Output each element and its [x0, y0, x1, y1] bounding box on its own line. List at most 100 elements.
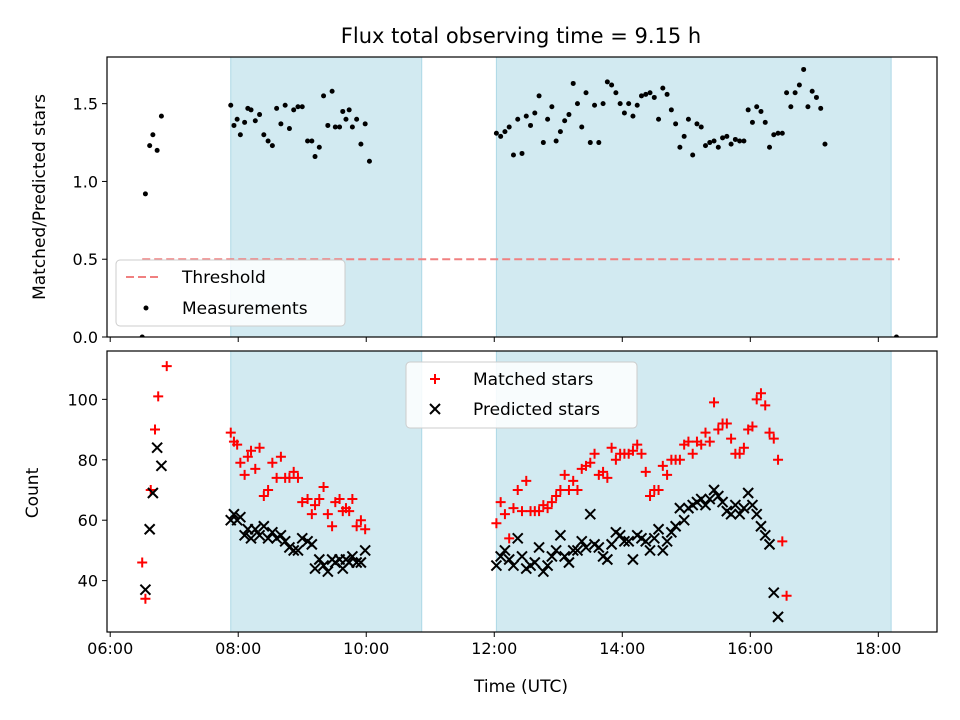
matched-star-point	[235, 457, 246, 468]
predicted-star-point	[296, 532, 308, 545]
predicted-star-point	[622, 535, 635, 548]
measurement-point	[660, 85, 666, 91]
matched-star-point	[327, 521, 338, 532]
x-tick-label: 10:00	[343, 639, 389, 658]
legend-matched-swatch	[430, 374, 440, 384]
predicted-star-point	[759, 529, 771, 542]
predicted-star-point	[648, 532, 660, 545]
matched-star-point	[254, 442, 265, 453]
y-tick-label: 0.0	[73, 328, 98, 347]
measurement-point	[801, 66, 807, 72]
predicted-star-point	[738, 502, 750, 514]
predicted-star-point	[729, 499, 742, 511]
top-y-axis-label: Matched/Predicted stars	[30, 94, 50, 300]
measurement-point	[745, 107, 751, 113]
predicted-star-point	[309, 562, 321, 575]
measurement-point	[728, 141, 734, 147]
x-tick-label: 14:00	[599, 639, 645, 658]
predicted-star-point	[355, 556, 367, 569]
predicted-star-point	[661, 535, 673, 548]
matched-star-point	[334, 494, 345, 505]
measurement-point	[316, 144, 322, 150]
predicted-star-point	[704, 493, 716, 505]
predicted-star-point	[669, 520, 682, 532]
matched-star-point	[306, 509, 317, 520]
matched-star-point	[258, 491, 269, 502]
predicted-star-point	[258, 520, 270, 532]
measurement-point	[788, 104, 794, 110]
measurement-point	[502, 129, 508, 135]
measurement-point	[784, 90, 790, 96]
measurement-point	[600, 101, 606, 107]
matched-star-point	[563, 484, 574, 495]
measurement-point	[596, 140, 602, 146]
measurement-point	[528, 122, 534, 128]
measurement-point	[354, 116, 360, 122]
measurement-point	[792, 90, 798, 96]
matched-star-point	[508, 503, 519, 514]
measurement-point	[732, 136, 738, 142]
measurement-point	[822, 141, 828, 147]
predicted-star-point	[147, 487, 159, 499]
measurement-point	[711, 138, 717, 144]
predicted-star-point	[593, 541, 605, 554]
predicted-star-point	[742, 487, 754, 499]
predicted-star-point	[665, 526, 678, 538]
predicted-star-point	[601, 553, 614, 566]
predicted-star-point	[359, 544, 371, 557]
legend-predicted-swatch	[429, 403, 441, 415]
measurement-point	[609, 82, 615, 88]
matched-star-point	[773, 454, 784, 465]
measurement-point	[343, 116, 349, 122]
matched-star-point	[161, 361, 172, 372]
matched-star-point	[572, 484, 583, 495]
matched-star-point	[284, 472, 295, 483]
measurement-point	[715, 144, 721, 150]
measurement-point	[557, 129, 563, 135]
matched-star-point	[751, 394, 762, 405]
measurement-point	[818, 105, 824, 111]
measurement-point	[583, 90, 589, 96]
predicted-star-point	[507, 559, 520, 572]
matched-star-point	[267, 457, 278, 468]
matched-star-point	[275, 451, 286, 462]
predicted-star-point	[763, 538, 776, 551]
axes-frame	[106, 350, 938, 633]
matched-star-point	[768, 433, 779, 444]
matched-star-point	[721, 418, 732, 429]
measurement-point	[553, 138, 559, 144]
matched-star-point	[551, 491, 562, 502]
measurement-point	[647, 90, 653, 96]
matched-star-point	[322, 509, 333, 520]
matched-star-point	[302, 494, 313, 505]
measurement-point	[779, 130, 785, 136]
matched-star-point	[263, 484, 274, 495]
x-tick-label: 18:00	[855, 639, 901, 658]
matched-star-point	[355, 515, 366, 526]
measurement-point	[579, 124, 585, 130]
measurement-point	[269, 143, 275, 149]
measurement-point	[668, 107, 674, 113]
measurement-point	[707, 140, 713, 146]
measurement-point	[634, 102, 640, 108]
predicted-star-point	[750, 508, 763, 520]
chart-title: Flux total observing time = 9.15 h	[341, 24, 701, 48]
x-axis-label: Time (UTC)	[473, 677, 568, 697]
predicted-star-point	[245, 532, 257, 545]
measurement-point	[510, 152, 516, 158]
bottom-panel: 40 60 80 100 06:00 08:00 10:00 12:00 14:00 16:00 1…	[67, 350, 938, 658]
legend-label: Measurements	[182, 299, 308, 319]
axes-frame	[106, 56, 938, 338]
predicted-star-point	[238, 529, 251, 542]
matched-star-point	[310, 500, 321, 511]
predicted-star-point	[499, 544, 511, 557]
predicted-star-point	[262, 532, 274, 545]
bottom-legend: Matched stars Predicted stars	[405, 361, 638, 429]
measurement-point	[574, 101, 580, 107]
matched-star-point	[640, 466, 651, 477]
matched-star-point	[598, 466, 609, 477]
measurement-point	[540, 140, 546, 146]
matched-star-point	[627, 445, 638, 456]
legend-label: Matched stars	[473, 370, 593, 390]
measurement-point	[257, 112, 263, 118]
